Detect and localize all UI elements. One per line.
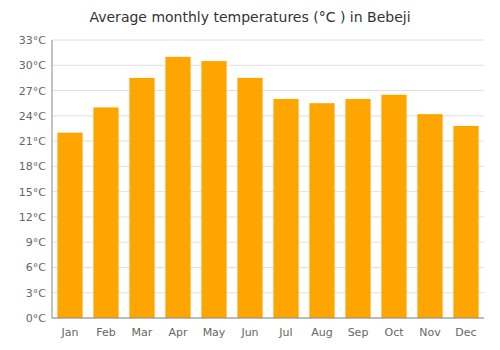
x-tick-label: Apr [168, 326, 188, 339]
bar [417, 114, 442, 318]
bar [201, 61, 226, 318]
x-axis: Jan Feb Mar Apr May Jun Jul Aug Sep Oct Nov Dec [61, 326, 477, 339]
x-tick-label: May [203, 326, 226, 339]
grid-line [52, 90, 484, 91]
x-tick-label: Dec [455, 326, 476, 339]
bar [237, 78, 262, 318]
bar [345, 99, 370, 318]
x-tick-label: Jul [278, 326, 292, 339]
x-tick-label: Feb [96, 326, 115, 339]
y-tick-label: 12°C [19, 211, 46, 224]
y-tick-label: 9°C [26, 236, 46, 249]
x-tick-label: Mar [132, 326, 153, 339]
page: {"chart_data": {"type": "bar", "title": … [0, 0, 500, 350]
y-tick-label: 30°C [19, 59, 46, 72]
bar [273, 99, 298, 318]
x-tick-label: Sep [348, 326, 369, 339]
bars [57, 57, 478, 318]
bar [57, 133, 82, 318]
x-tick-label: Jan [61, 326, 79, 339]
y-axis-line [52, 40, 53, 318]
y-tick-label: 18°C [19, 160, 46, 173]
y-axis: 0°C 3°C 6°C 9°C 12°C 15°C 18°C 21°C 24°C 27°C 30°C… [19, 34, 484, 325]
y-tick-label: 33°C [19, 34, 46, 47]
grid-line [52, 40, 484, 41]
bar [165, 57, 190, 318]
y-tick-label: 15°C [19, 186, 46, 199]
y-tick-label: 21°C [19, 135, 46, 148]
y-tick-label: 27°C [19, 85, 46, 98]
x-tick-label: Nov [419, 326, 441, 339]
x-tick-label: Oct [384, 326, 404, 339]
chart: Average monthly temperatures (°C ) in Be… [0, 0, 500, 350]
y-tick-label: 24°C [19, 110, 46, 123]
grid-line [52, 65, 484, 66]
bar [309, 103, 334, 318]
bar [129, 78, 154, 318]
bar [381, 95, 406, 318]
bar [453, 126, 478, 318]
x-tick-label: Aug [311, 326, 332, 339]
x-axis-line [52, 318, 484, 319]
y-tick-label: 6°C [26, 261, 46, 274]
title: Average monthly temperatures (°C ) in Be… [89, 9, 410, 25]
y-tick-label: 3°C [26, 287, 46, 300]
y-tick-label: 0°C [26, 312, 46, 325]
grid-line [52, 318, 484, 319]
x-tick-label: Jun [240, 326, 258, 339]
bar [93, 107, 118, 318]
